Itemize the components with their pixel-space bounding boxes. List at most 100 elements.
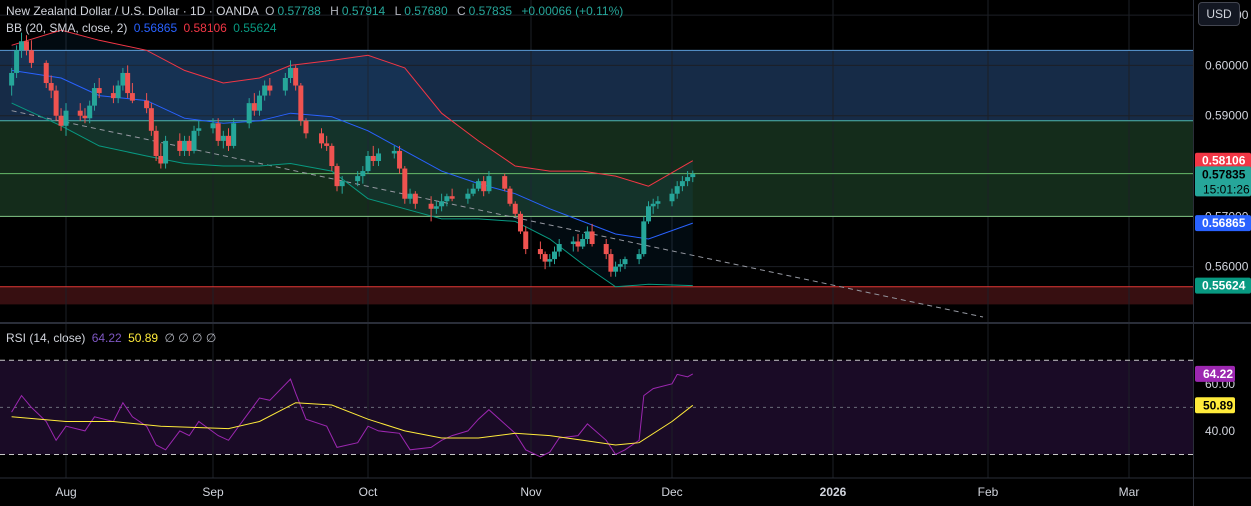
candle-body (589, 231, 595, 245)
candle-body (608, 254, 614, 272)
candle (226, 128, 231, 151)
candle-body (512, 203, 518, 214)
bb-label[interactable]: BB (20, SMA, close, 2) (6, 21, 128, 35)
candle (669, 188, 675, 207)
bb-upper-badge-text: 0.58106 (1202, 154, 1246, 168)
bb-basis-badge-bg (1195, 215, 1251, 232)
candle (580, 233, 586, 250)
candle-body (319, 133, 324, 144)
candle-body (153, 130, 159, 156)
candle (465, 188, 471, 204)
candle (9, 67, 15, 96)
price-tick-label: 0.56000 (1205, 260, 1249, 274)
candle (402, 166, 408, 204)
change-value: +0.00066 (+0.11%) (521, 4, 624, 18)
candle (552, 246, 557, 265)
candle-body (210, 123, 216, 129)
candle-body (444, 196, 450, 202)
candle-body (376, 153, 382, 161)
rsi-badge-text: 64.22 (1203, 367, 1233, 381)
rsi-value: 64.22 (91, 331, 122, 345)
candle (370, 145, 376, 167)
candle (177, 133, 183, 156)
candle (502, 173, 508, 192)
candle (523, 226, 529, 255)
candle (231, 118, 237, 149)
candle (319, 128, 324, 149)
candle (412, 191, 418, 209)
candle-body (191, 130, 197, 151)
candle-body (397, 150, 403, 169)
candle (91, 83, 97, 111)
candle-body (63, 110, 69, 126)
candle (43, 60, 49, 89)
candle-body (507, 188, 513, 204)
symbol-title[interactable]: New Zealand Dollar / U.S. Dollar · 1D · … (6, 4, 259, 18)
time-tick-label: Oct (359, 485, 378, 499)
candle (23, 35, 29, 56)
bb-lower-badge: 0.55624 (1195, 277, 1251, 294)
candle-body (584, 231, 590, 239)
candle-body (365, 155, 371, 172)
candle (153, 125, 159, 161)
rsi-label[interactable]: RSI (14, close) (6, 331, 86, 345)
time-tick-label: 2026 (820, 485, 847, 499)
rsi-badge: 64.22 (1195, 365, 1235, 382)
candle-body (517, 213, 523, 232)
time-axis[interactable]: Aug Sep Oct Nov Dec 2026 Feb Mar (55, 485, 1139, 499)
candle (622, 256, 628, 270)
candle (293, 65, 299, 91)
time-tick-label: Nov (520, 485, 541, 499)
candle (144, 93, 150, 114)
candle-body (655, 201, 661, 204)
currency-button[interactable]: USD (1198, 2, 1240, 26)
candle (584, 226, 590, 245)
candle-body (360, 171, 366, 177)
candle-body (502, 176, 508, 189)
candle-body (334, 166, 340, 187)
candle-body (679, 181, 685, 187)
candle (685, 171, 691, 187)
trendline-dashed[interactable] (11, 110, 984, 318)
candle-body (120, 72, 126, 86)
candle-body (449, 196, 455, 199)
candle-body (246, 103, 252, 124)
candle (444, 193, 450, 207)
rsi-badge-bg (1195, 365, 1235, 382)
rsi-legend[interactable]: RSI (14, close) 64.22 50.89 ∅ ∅ ∅ ∅ (6, 331, 219, 345)
candle-body (570, 241, 576, 245)
symbol-legend[interactable]: New Zealand Dollar / U.S. Dollar · 1D · … (6, 4, 626, 18)
candle-body (329, 145, 335, 167)
candle-body (646, 206, 651, 222)
candle-body (231, 123, 237, 146)
candle-body (402, 168, 408, 199)
candle (82, 108, 88, 124)
rsi-line (11, 373, 694, 458)
candle (324, 135, 330, 151)
candle-body (486, 176, 492, 192)
candle-body (617, 264, 623, 267)
candle (433, 201, 439, 214)
candle (360, 166, 366, 184)
candle-body (177, 140, 183, 151)
candle (262, 80, 268, 101)
trendline[interactable] (11, 110, 984, 318)
candle (267, 77, 273, 96)
candle (475, 178, 481, 192)
candle-body (470, 188, 476, 194)
candle (303, 118, 309, 139)
bb-legend[interactable]: BB (20, SMA, close, 2) 0.56865 0.58106 0… (6, 21, 280, 35)
candle (77, 103, 83, 121)
bb-lower-line (11, 102, 693, 288)
candle-body (144, 100, 150, 109)
candle-body (48, 83, 54, 91)
candle (470, 183, 476, 197)
candle-body (148, 108, 154, 131)
candle-body (475, 181, 481, 189)
candle-body (115, 85, 121, 99)
candle (655, 196, 661, 209)
candle-body (523, 231, 529, 250)
candle-body (481, 181, 487, 192)
